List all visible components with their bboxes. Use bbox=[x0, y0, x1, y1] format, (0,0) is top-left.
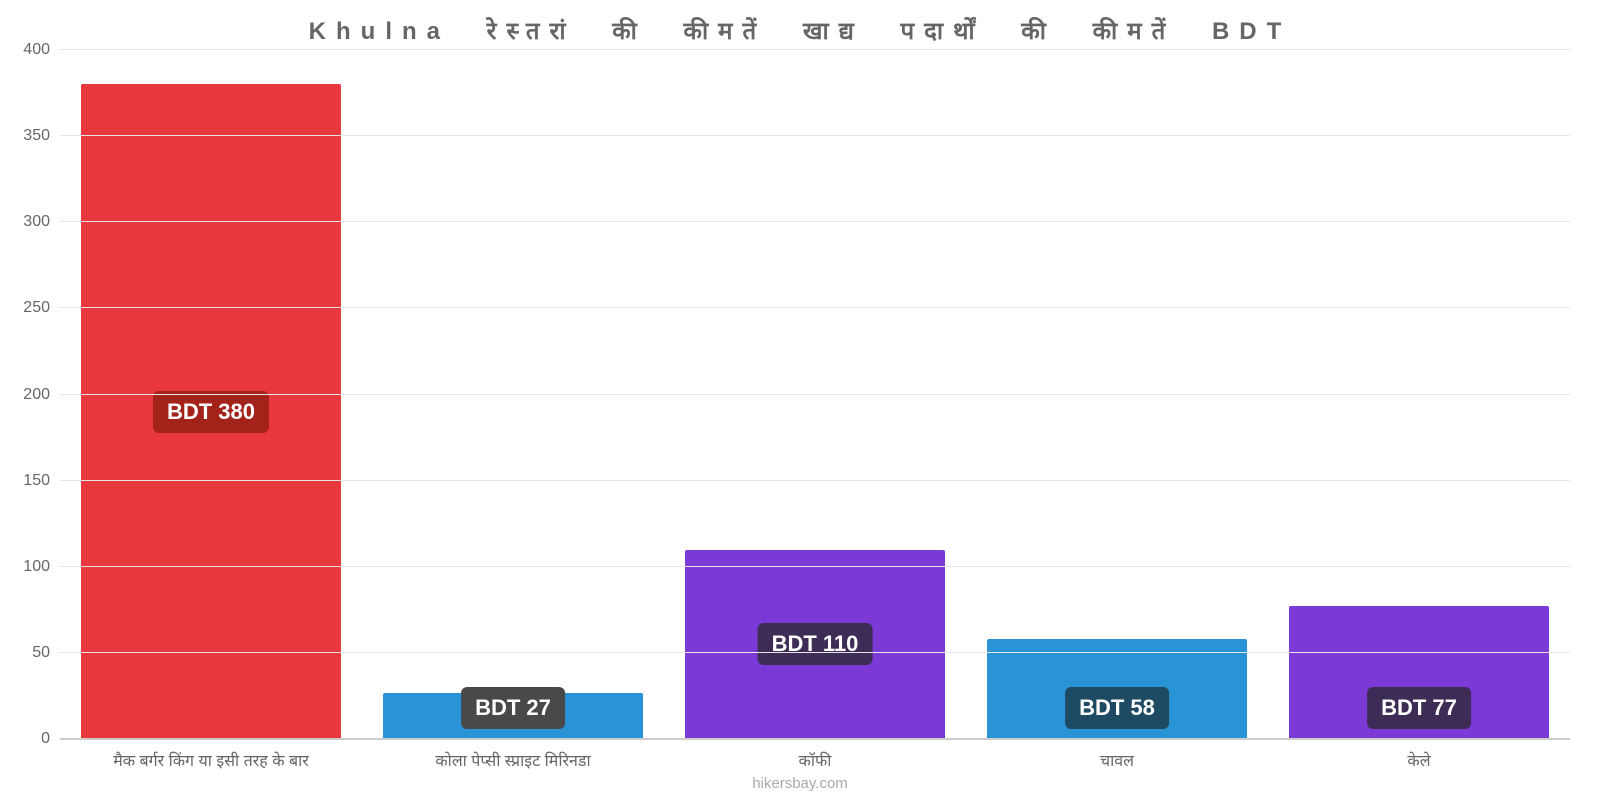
gridline bbox=[60, 307, 1570, 308]
y-tick-label: 200 bbox=[23, 386, 60, 404]
bar: BDT 27 bbox=[383, 693, 643, 740]
x-tick-label: चावल bbox=[1100, 749, 1134, 771]
y-tick-label: 50 bbox=[32, 644, 60, 662]
gridline bbox=[60, 221, 1570, 222]
attribution-text: hikersbay.com bbox=[0, 775, 1600, 792]
value-badge: BDT 27 bbox=[461, 687, 565, 729]
bar-slot: BDT 110कॉफी bbox=[664, 50, 966, 739]
bar: BDT 77 bbox=[1289, 606, 1549, 739]
x-tick-label: कोला पेप्सी स्प्राइट मिरिनडा bbox=[435, 749, 590, 771]
bar-slot: BDT 27कोला पेप्सी स्प्राइट मिरिनडा bbox=[362, 50, 664, 739]
chart-title: Khulna रेस्तरां की कीमतें खाद्य पदार्थों… bbox=[0, 14, 1600, 47]
y-tick-label: 0 bbox=[41, 730, 60, 748]
bar: BDT 380 bbox=[81, 84, 341, 739]
bar-slot: BDT 380मैक बर्गर किंग या इसी तरह के बार bbox=[60, 50, 362, 739]
y-tick-label: 100 bbox=[23, 558, 60, 576]
gridline bbox=[60, 49, 1570, 50]
bars-group: BDT 380मैक बर्गर किंग या इसी तरह के बारB… bbox=[60, 50, 1570, 739]
x-axis-line bbox=[60, 738, 1570, 739]
bar: BDT 110 bbox=[685, 550, 945, 739]
x-tick-label: केले bbox=[1407, 749, 1430, 771]
bar-slot: BDT 77केले bbox=[1268, 50, 1570, 739]
gridline bbox=[60, 652, 1570, 653]
y-tick-label: 300 bbox=[23, 213, 60, 231]
value-badge: BDT 77 bbox=[1367, 687, 1471, 729]
x-tick-label: मैक बर्गर किंग या इसी तरह के बार bbox=[113, 749, 309, 771]
value-badge: BDT 110 bbox=[758, 623, 873, 665]
plot-area: BDT 380मैक बर्गर किंग या इसी तरह के बारB… bbox=[60, 50, 1570, 740]
y-tick-label: 400 bbox=[23, 41, 60, 59]
gridline bbox=[60, 566, 1570, 567]
x-tick-label: कॉफी bbox=[799, 749, 832, 771]
gridline bbox=[60, 480, 1570, 481]
value-badge: BDT 58 bbox=[1065, 687, 1169, 729]
bar: BDT 58 bbox=[987, 639, 1247, 739]
y-tick-label: 250 bbox=[23, 299, 60, 317]
gridline bbox=[60, 135, 1570, 136]
value-badge: BDT 380 bbox=[153, 391, 269, 433]
gridline bbox=[60, 394, 1570, 395]
y-tick-label: 150 bbox=[23, 472, 60, 490]
bar-slot: BDT 58चावल bbox=[966, 50, 1268, 739]
price-bar-chart: Khulna रेस्तरां की कीमतें खाद्य पदार्थों… bbox=[0, 0, 1600, 800]
y-tick-label: 350 bbox=[23, 127, 60, 145]
